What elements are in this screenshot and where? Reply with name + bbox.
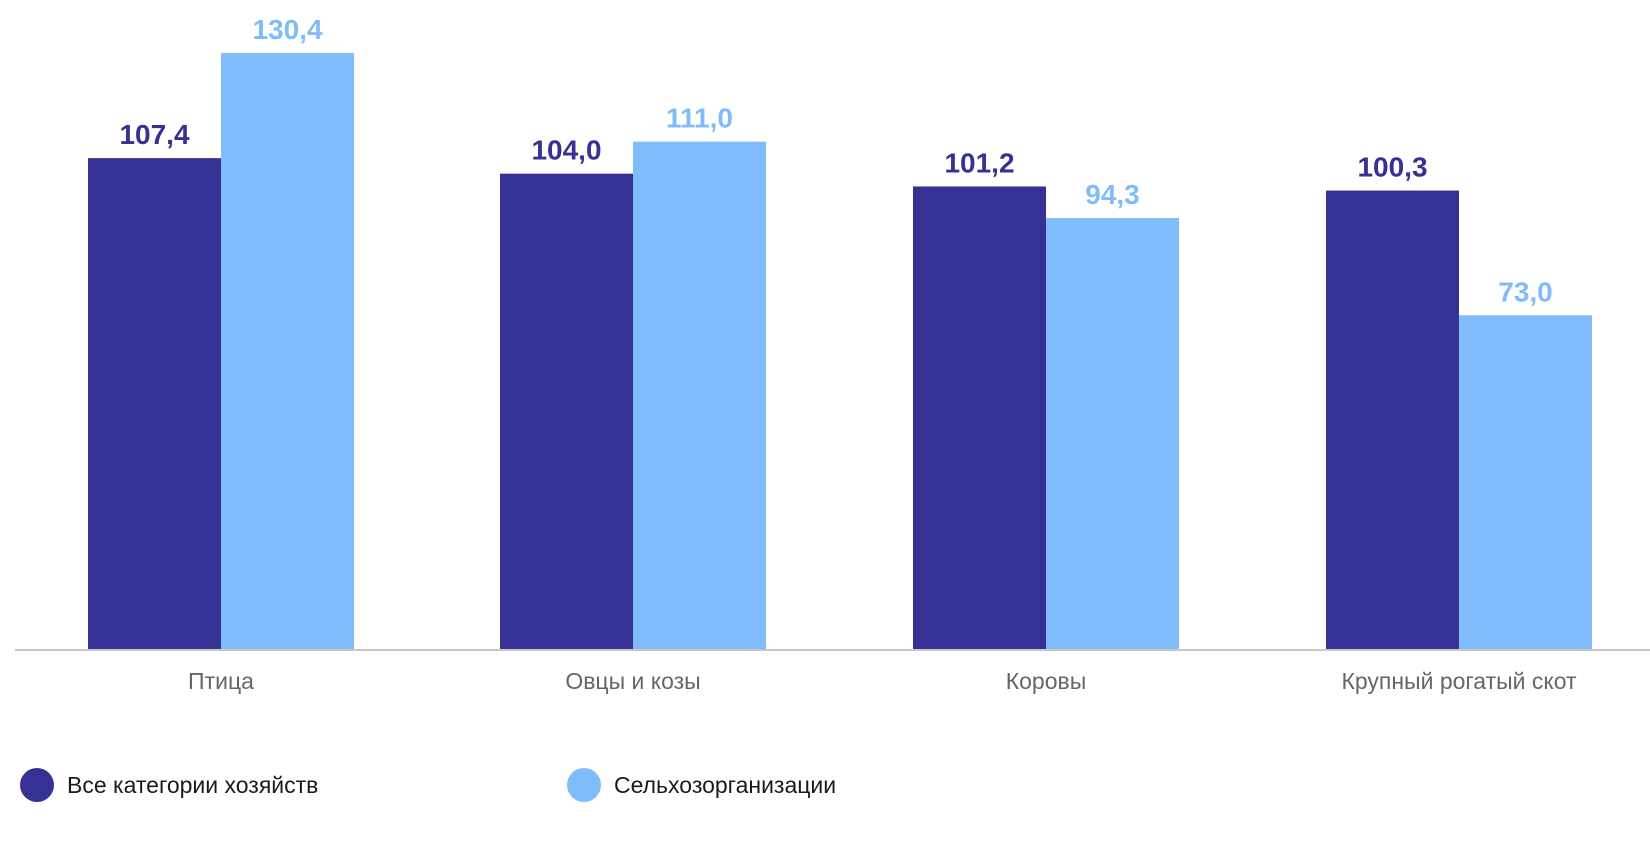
bar-poultry-agricultural-organizations bbox=[221, 53, 354, 649]
bar-cows-agricultural-organizations bbox=[1046, 217, 1179, 649]
data-label-poultry-all-households: 107,4 bbox=[119, 119, 189, 150]
data-label-cattle-agricultural-organizations: 73,0 bbox=[1498, 276, 1553, 307]
legend-item-all-households: Все категории хозяйств bbox=[20, 767, 318, 803]
data-label-sheep-goats-agricultural-organizations: 111,0 bbox=[666, 103, 733, 134]
legend-item-agricultural-organizations: Сельхозорганизации bbox=[567, 767, 836, 803]
bar-cattle-all-households bbox=[1326, 190, 1459, 650]
legend-label-all-households: Все категории хозяйств bbox=[67, 771, 319, 798]
bar-sheep-goats-all-households bbox=[500, 173, 633, 649]
bar-chart: 107,4 130,4 Птица 104,0 111,0 Овцы и козы 101,… bbox=[15, 14, 1650, 694]
x-tick-label-poultry: Птица bbox=[188, 668, 254, 694]
x-tick-label-sheep-goats: Овцы и козы bbox=[565, 668, 700, 694]
data-label-cattle-all-households: 100,3 bbox=[1357, 152, 1427, 183]
bar-cattle-agricultural-organizations bbox=[1459, 315, 1592, 649]
legend-swatch-agricultural-organizations bbox=[567, 768, 601, 802]
data-label-cows-all-households: 101,2 bbox=[944, 147, 1014, 178]
chart-legend: Все категории хозяйств Сельхозорганизаци… bbox=[20, 767, 1220, 803]
legend-label-agricultural-organizations: Сельхозорганизации bbox=[614, 771, 837, 798]
bar-cows-all-households bbox=[913, 186, 1046, 649]
legend-swatch-all-households bbox=[20, 768, 54, 802]
data-label-cows-agricultural-organizations: 94,3 bbox=[1085, 179, 1140, 210]
data-label-poultry-agricultural-organizations: 130,4 bbox=[252, 14, 322, 45]
data-label-sheep-goats-all-households: 104,0 bbox=[531, 135, 601, 166]
bar-poultry-all-households bbox=[88, 158, 221, 650]
x-tick-label-cows: Коровы bbox=[1006, 668, 1087, 694]
x-tick-label-cattle: Крупный рогатый скот bbox=[1341, 668, 1577, 694]
bar-sheep-goats-agricultural-organizations bbox=[633, 141, 766, 650]
